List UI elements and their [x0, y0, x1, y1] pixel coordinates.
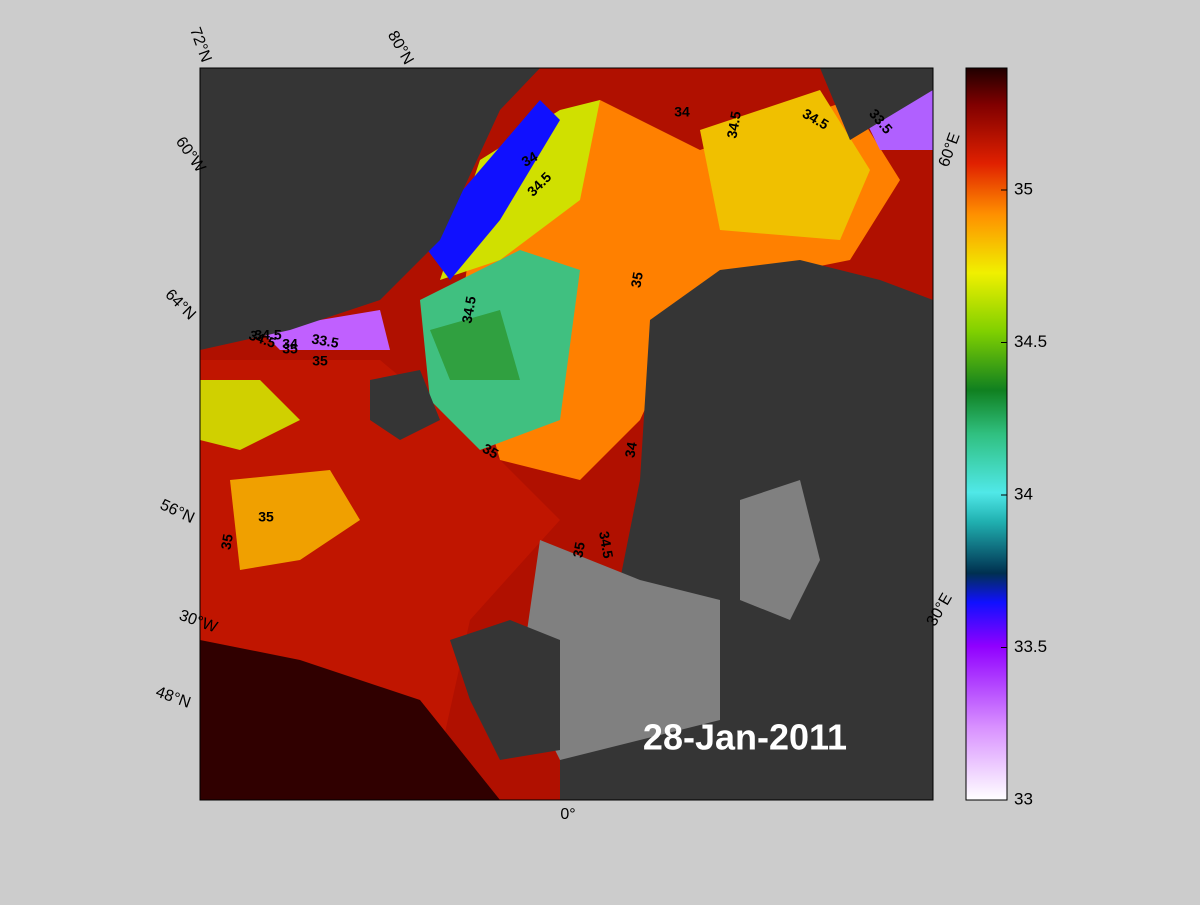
- graticule-label: 56°N: [157, 496, 197, 527]
- contour-label: 34.5: [254, 327, 281, 343]
- contour-label: 35: [480, 440, 502, 462]
- contour-label: 35: [312, 353, 328, 369]
- graticule-label: 64°N: [162, 286, 199, 323]
- graticule-label: 0°: [560, 806, 575, 823]
- graticule-label: 48°N: [153, 684, 192, 712]
- contour-label: 34.5: [458, 295, 479, 325]
- colorbar-tick-label: 35: [1014, 179, 1033, 198]
- map-frame: [199, 67, 934, 801]
- colorbar-tick-label: 34: [1014, 484, 1033, 503]
- graticule-label: 80°N: [384, 28, 417, 67]
- contour-label: 35: [627, 271, 645, 289]
- contour-label: 34.5: [596, 530, 617, 560]
- colorbar-tick-label: 33: [1014, 789, 1033, 808]
- contour-label: 35: [258, 509, 274, 525]
- colorbar: [965, 67, 1008, 801]
- date-label: 28-Jan-2011: [643, 717, 847, 758]
- contour-label: 34: [621, 441, 639, 459]
- graticule-label: 72°N: [186, 25, 214, 64]
- colorbar-tick-label: 34.5: [1014, 332, 1047, 351]
- colorbar-tick-label: 33.5: [1014, 637, 1047, 656]
- graticule-label: 60°E: [936, 131, 964, 170]
- contour-label: 33.5: [310, 330, 340, 351]
- contour-label: 34: [674, 104, 690, 120]
- contour-label: 35: [569, 541, 587, 559]
- contour-label: 34: [282, 336, 298, 352]
- contour-label: 35: [217, 533, 235, 551]
- contour-label: 34.5: [723, 110, 744, 140]
- contour-label: 34: [519, 148, 541, 170]
- contour-label: 35: [282, 341, 298, 357]
- map: [200, 68, 933, 800]
